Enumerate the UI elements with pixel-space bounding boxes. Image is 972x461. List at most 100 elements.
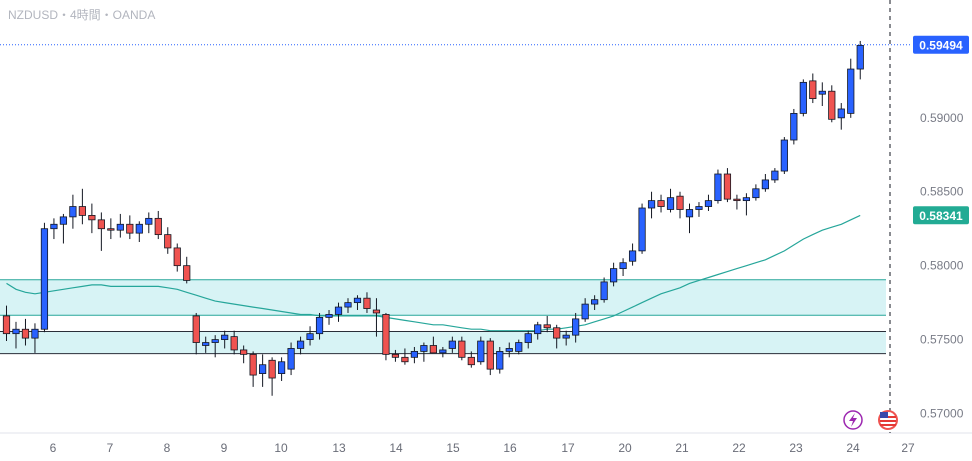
candle-body-down	[809, 80, 817, 100]
candle	[496, 346, 504, 374]
candle-body-down	[382, 314, 390, 355]
candle-body-up	[477, 340, 485, 363]
candle-body-up	[856, 44, 864, 70]
candle-body-down	[21, 328, 30, 339]
candle	[306, 326, 314, 346]
lightning-icon[interactable]	[843, 410, 863, 430]
candle-body-up	[666, 197, 675, 210]
price-tick-label: 0.57500	[920, 333, 964, 347]
candle	[202, 336, 210, 353]
candle-body-down	[553, 327, 561, 339]
candle	[382, 312, 390, 361]
candle-body-down	[192, 315, 200, 343]
candle	[818, 82, 826, 107]
date-tick-label: 22	[732, 441, 746, 455]
date-tick-label: 15	[446, 441, 460, 455]
candle	[211, 335, 219, 358]
candle-body-down	[828, 90, 836, 120]
candle-body-up	[771, 170, 779, 181]
candle-body-down	[2, 315, 11, 335]
candle-body-up	[515, 342, 523, 352]
candle-body-up	[259, 364, 267, 374]
candle-body-up	[695, 206, 703, 210]
candle-body-down	[372, 309, 381, 314]
candle	[221, 330, 229, 349]
date-tick-label: 7	[107, 441, 114, 455]
candle	[534, 321, 542, 340]
candle	[363, 292, 371, 313]
candle-body-up	[306, 333, 314, 340]
candle	[685, 203, 694, 234]
candle-body-down	[126, 223, 134, 234]
price-tick-label: 0.58000	[920, 259, 964, 273]
candle	[856, 40, 864, 80]
candle-body-down	[249, 353, 257, 376]
date-tick-label: 8	[164, 441, 171, 455]
candle-body-up	[353, 297, 362, 304]
candle	[714, 169, 722, 204]
time-axis[interactable]: 6 7 8 9 10 13 14 15 16 17 20 21 22 23 24 27	[50, 441, 915, 455]
candle	[126, 215, 134, 240]
candle-body-up	[448, 340, 456, 349]
candle	[401, 348, 409, 365]
candle	[610, 262, 618, 287]
candle-body-up	[334, 306, 343, 315]
candle	[277, 357, 286, 381]
candle-body-up	[31, 328, 39, 339]
candle-body-up	[562, 334, 570, 339]
candle	[837, 103, 845, 130]
candle-body-down	[183, 265, 191, 281]
candle-body-down	[429, 345, 437, 354]
candle-body-up	[135, 223, 143, 234]
candle	[116, 213, 124, 238]
candle	[543, 315, 551, 333]
candle-body-down	[401, 356, 409, 363]
candle-body-down	[543, 324, 551, 329]
candle	[50, 218, 58, 240]
candle	[591, 295, 599, 311]
candle-body-down	[164, 234, 172, 249]
price-tick-label: 0.57000	[920, 407, 964, 421]
candle	[657, 194, 665, 213]
candle-body-up	[40, 228, 49, 330]
us-flag-icon[interactable]	[878, 410, 898, 430]
candle	[666, 188, 675, 213]
candle-body-down	[676, 195, 684, 210]
moving-average-line	[6, 214, 861, 332]
candle-body-up	[704, 200, 713, 207]
candle	[695, 202, 703, 217]
candle	[12, 321, 20, 349]
candle-body-down	[240, 349, 248, 355]
candle	[799, 79, 807, 117]
candle	[761, 174, 769, 192]
date-tick-label: 27	[901, 441, 915, 455]
candle-body-up	[818, 90, 826, 95]
candle	[628, 243, 637, 266]
candle-body-down	[97, 219, 105, 230]
candle-body-up	[50, 223, 58, 230]
date-tick-label: 16	[503, 441, 517, 455]
price-axis[interactable]: 0.59000 0.58500 0.58000 0.57500 0.57000	[920, 111, 964, 421]
candle	[173, 243, 181, 272]
candle	[780, 137, 788, 175]
candle-body-up	[790, 112, 798, 141]
candle	[524, 330, 532, 349]
candle-body-up	[116, 223, 124, 231]
candle	[420, 342, 428, 362]
candle	[2, 305, 11, 342]
candle-body-up	[572, 318, 580, 336]
symbol-title: NZDUSD・4時間・OANDA	[8, 8, 156, 22]
candle-body-down	[733, 198, 741, 202]
candle-body-up	[439, 349, 447, 354]
candle	[164, 227, 172, 254]
candle-body-up	[145, 217, 153, 225]
candle	[154, 210, 162, 240]
candle	[847, 58, 855, 118]
candle-body-down	[268, 359, 276, 379]
date-tick-label: 14	[389, 441, 403, 455]
candle	[752, 184, 760, 201]
candle	[448, 336, 456, 353]
candle	[268, 357, 276, 396]
price-tick-label: 0.59000	[920, 111, 964, 125]
